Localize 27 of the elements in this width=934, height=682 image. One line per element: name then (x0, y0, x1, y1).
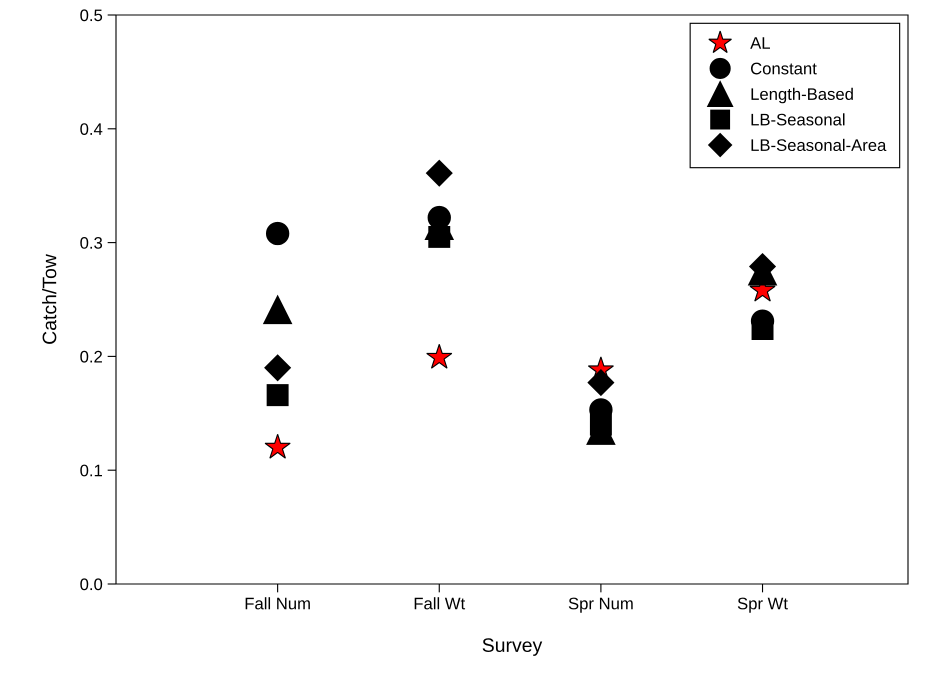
y-tick-label: 0.0 (80, 578, 102, 590)
y-axis-title: Catch/Tow (42, 254, 56, 344)
legend-label: LB-Seasonal-Area (752, 138, 886, 152)
point (263, 295, 292, 324)
point (264, 434, 291, 459)
point (426, 160, 453, 187)
x-tick-label: Fall Wt (414, 597, 466, 610)
x-tick-label: Spr Num (568, 598, 633, 613)
point (266, 384, 289, 406)
point (426, 344, 452, 369)
point (590, 414, 612, 436)
legend-label: Constant (750, 62, 817, 74)
point (264, 354, 291, 382)
y-tick-label: 0.4 (80, 123, 102, 136)
y-tick-label: 0.2 (80, 350, 102, 363)
legend-label: Length-Based (752, 88, 853, 104)
y-tick-label: 0.3 (80, 237, 102, 249)
x-axis-title: Survey (482, 638, 542, 656)
x-tick-label: Spr Wt (738, 598, 788, 613)
point (428, 226, 450, 248)
point (588, 369, 614, 396)
y-tick-label: 0.5 (80, 9, 102, 22)
x-tick-label: Fall Num (246, 597, 310, 610)
point (266, 222, 290, 246)
y-tick-label: 0.1 (80, 464, 102, 476)
legend-label: LB-Seasonal (752, 113, 844, 126)
legend-label: AL (750, 37, 770, 49)
